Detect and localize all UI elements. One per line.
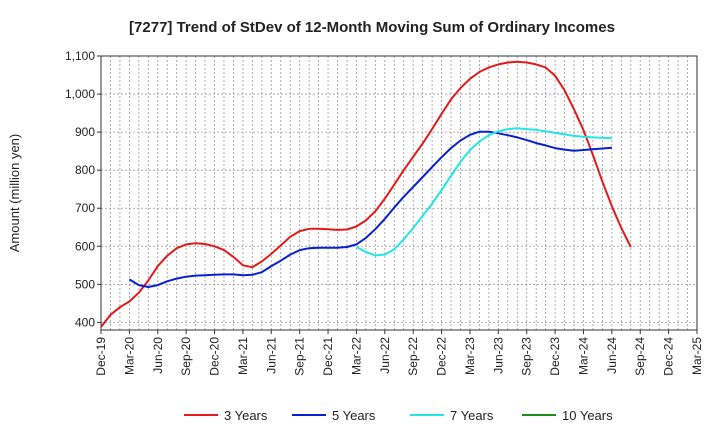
x-tick-label: Dec-24 xyxy=(662,337,676,376)
x-tick-label: Dec-21 xyxy=(321,337,335,376)
x-tick-label: Sep-22 xyxy=(406,337,420,376)
y-tick-label: 700 xyxy=(75,201,95,215)
legend-label: 5 Years xyxy=(332,408,376,423)
grid xyxy=(101,55,697,330)
x-tick-label: Dec-22 xyxy=(435,337,449,376)
x-tick-label: Mar-22 xyxy=(349,337,363,375)
plot-frame xyxy=(100,55,698,331)
legend-label: 7 Years xyxy=(450,408,494,423)
series-lines xyxy=(100,60,632,328)
y-tick-label: 500 xyxy=(75,277,95,291)
x-tick-label: Sep-24 xyxy=(633,337,647,376)
x-tick-label: Mar-24 xyxy=(576,337,590,375)
x-tick-label: Dec-20 xyxy=(208,337,222,376)
x-tick-label: Sep-20 xyxy=(179,337,193,376)
chart-title: [7277] Trend of StDev of 12-Month Moving… xyxy=(129,19,615,36)
x-axis-ticks: Dec-19 Mar-20 Jun-20 Sep-20 Dec-20 Mar-21 Jun-… xyxy=(94,330,704,376)
x-tick-label: Jun-23 xyxy=(491,337,505,374)
x-tick-label: Jun-21 xyxy=(264,337,278,374)
x-tick-label: Sep-21 xyxy=(293,337,307,376)
y-axis-label: Amount (million yen) xyxy=(7,134,22,253)
x-tick-label: Mar-25 xyxy=(690,337,704,375)
y-tick-label: 600 xyxy=(75,239,95,253)
y-tick-label: 800 xyxy=(75,163,95,177)
legend-label: 10 Years xyxy=(562,408,613,423)
series-line-5-years xyxy=(128,130,612,288)
x-tick-label: Jun-22 xyxy=(378,337,392,374)
series-line-7-years xyxy=(355,127,612,257)
x-tick-label: Sep-23 xyxy=(520,337,534,376)
legend-label: 3 Years xyxy=(224,408,268,423)
x-tick-label: Mar-23 xyxy=(463,337,477,375)
x-tick-label: Jun-24 xyxy=(605,337,619,374)
x-tick-label: Jun-20 xyxy=(151,337,165,374)
legend: 3 Years 5 Years 7 Years 10 Years xyxy=(184,408,613,423)
x-tick-label: Dec-23 xyxy=(548,337,562,376)
x-tick-label: Dec-19 xyxy=(94,337,108,376)
y-axis-ticks: 400 500 600 700 800 900 1,000 1,100 xyxy=(65,49,101,329)
series-line-3-years xyxy=(100,60,632,328)
y-tick-label: 1,000 xyxy=(65,87,95,101)
y-tick-label: 900 xyxy=(75,125,95,139)
x-tick-label: Mar-21 xyxy=(236,337,250,375)
y-tick-label: 400 xyxy=(75,315,95,329)
y-tick-label: 1,100 xyxy=(65,49,95,63)
x-tick-label: Mar-20 xyxy=(122,337,136,375)
